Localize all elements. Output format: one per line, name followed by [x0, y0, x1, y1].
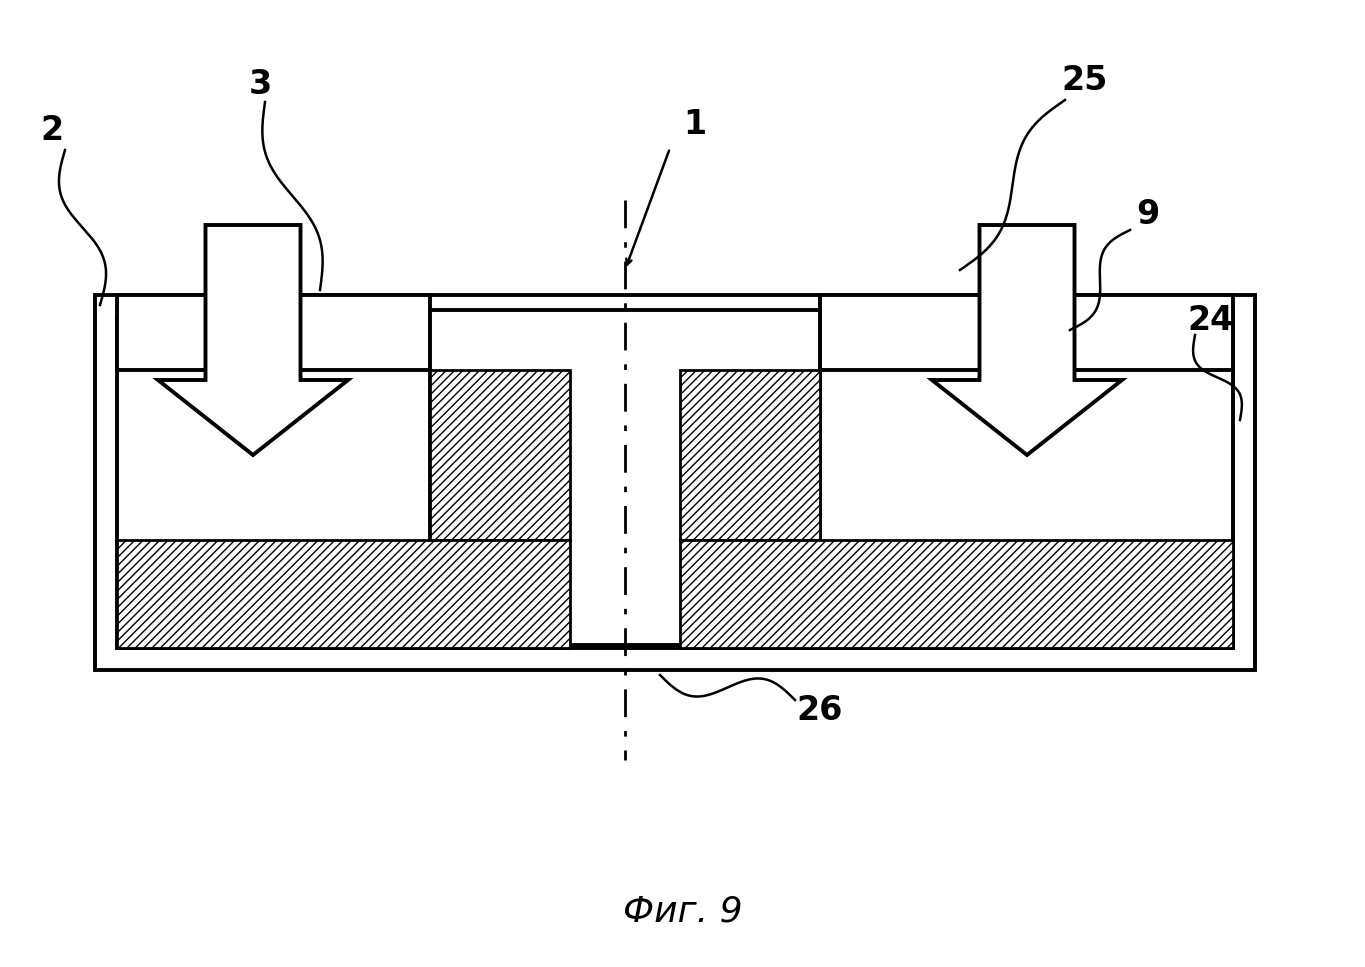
- Text: 24: 24: [1188, 304, 1233, 337]
- Text: 26: 26: [797, 693, 844, 726]
- Text: Фиг. 9: Фиг. 9: [624, 895, 743, 929]
- Bar: [117, 317, 1233, 648]
- Bar: [680, 370, 820, 540]
- Bar: [117, 295, 430, 370]
- Bar: [117, 540, 571, 648]
- Text: 9: 9: [1137, 198, 1160, 231]
- Text: 2: 2: [41, 113, 64, 146]
- Bar: [430, 370, 571, 540]
- Text: 3: 3: [248, 69, 272, 102]
- Bar: [680, 540, 1233, 648]
- Polygon shape: [932, 225, 1122, 455]
- Text: 25: 25: [1062, 64, 1108, 97]
- Bar: [820, 295, 1233, 370]
- Bar: [96, 295, 1254, 670]
- Polygon shape: [158, 225, 348, 455]
- Text: 1: 1: [684, 108, 707, 141]
- Bar: [430, 310, 820, 645]
